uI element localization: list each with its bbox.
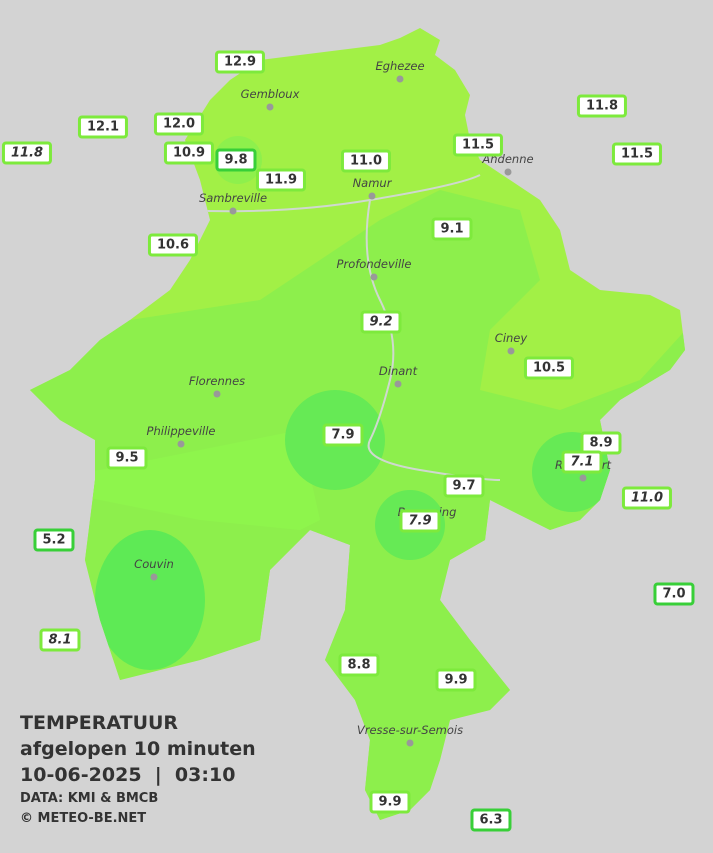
town-dot (266, 103, 274, 111)
station-value: 5.2 (33, 528, 75, 552)
station-value: 11.0 (621, 486, 673, 510)
town-dot (177, 440, 185, 448)
station-value: 10.9 (163, 141, 215, 165)
station-value: 9.9 (435, 668, 477, 692)
town-label: Ciney (494, 331, 528, 345)
station-value: 9.5 (106, 446, 148, 470)
town-dot (396, 75, 404, 83)
town-dot (394, 380, 402, 388)
station-value: 9.7 (443, 474, 485, 498)
station-value: 9.9 (369, 790, 411, 814)
station-value: 11.0 (340, 149, 392, 173)
town-label: Vresse-sur-Semois (356, 723, 464, 737)
town-label: Dinant (378, 364, 418, 378)
station-value: 11.5 (611, 142, 663, 166)
station-value: 12.9 (214, 50, 266, 74)
town-dot (406, 739, 414, 747)
station-value: 11.8 (576, 94, 628, 118)
station-value: 11.5 (452, 133, 504, 157)
copyright: © METEO-BE.NET (20, 811, 147, 826)
town-dot (507, 347, 515, 355)
town-dot (368, 192, 376, 200)
town-dot (229, 207, 237, 215)
station-value: 7.9 (399, 509, 441, 533)
station-value: 6.3 (470, 808, 512, 832)
station-value: 12.1 (77, 115, 129, 139)
station-value: 7.0 (653, 582, 695, 606)
title: TEMPERATUUR (20, 712, 179, 734)
station-value: 10.6 (147, 233, 199, 257)
town-dot (150, 573, 158, 581)
town-label: Eghezee (375, 59, 425, 73)
town-dot (579, 474, 587, 482)
datetime: 10-06-2025 | 03:10 (20, 764, 236, 786)
town-label: Profondeville (336, 257, 412, 271)
subtitle: afgelopen 10 minuten (20, 738, 256, 760)
town-label: Gembloux (240, 87, 300, 101)
station-value: 12.0 (153, 112, 205, 136)
town-label: Couvin (134, 557, 174, 571)
station-value: 10.5 (523, 356, 575, 380)
town-dot (213, 390, 221, 398)
station-value: 11.9 (255, 168, 307, 192)
source: DATA: KMI & BMCB (20, 791, 159, 806)
town-label: Namur (352, 176, 392, 190)
station-value: 11.8 (1, 141, 53, 165)
town-dot (370, 273, 378, 281)
town-label: Sambreville (198, 191, 268, 205)
town-dot (504, 168, 512, 176)
station-value: 9.2 (360, 310, 402, 334)
town-label: Florennes (188, 374, 246, 388)
station-value: 8.8 (338, 653, 380, 677)
station-value: 9.1 (431, 217, 473, 241)
town-label: Philippeville (146, 424, 216, 438)
station-value: 9.8 (215, 148, 257, 172)
station-value: 7.9 (322, 423, 364, 447)
station-value: 8.1 (39, 628, 81, 652)
station-value: 7.1 (561, 450, 603, 474)
